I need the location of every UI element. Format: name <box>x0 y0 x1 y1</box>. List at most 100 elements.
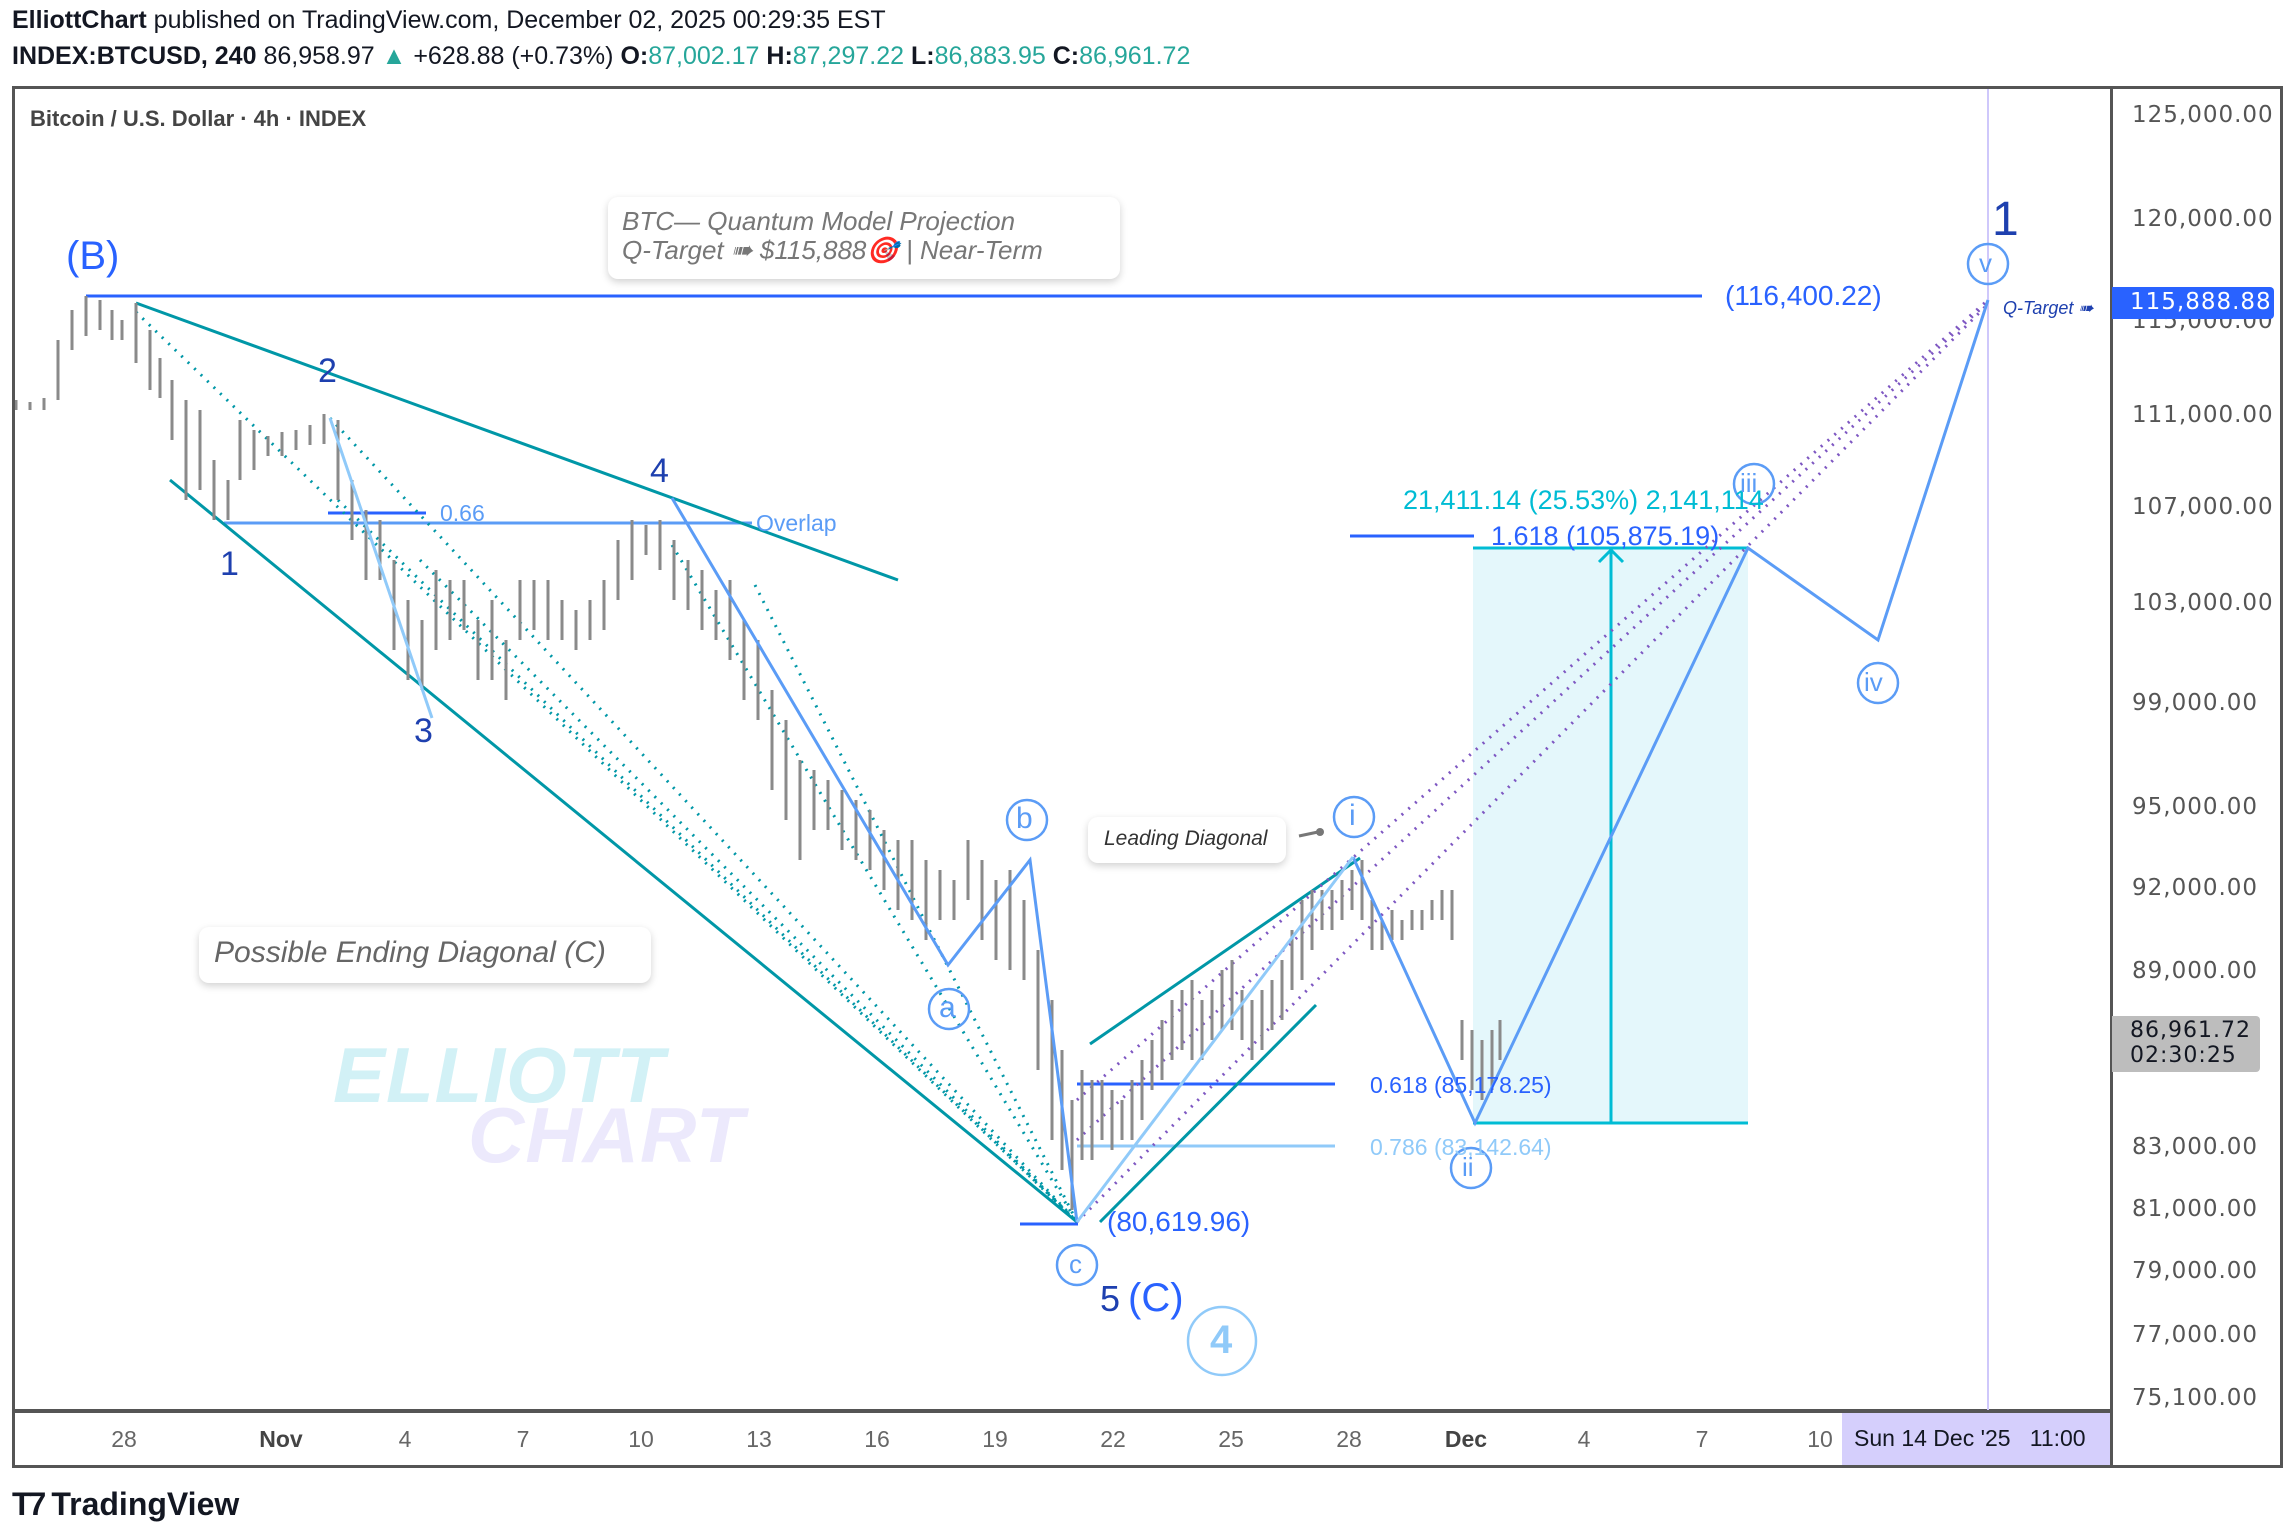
price-label: 81,000.00 <box>2132 1196 2259 1222</box>
author-name[interactable]: ElliottChart <box>12 6 147 34</box>
level-low-label: (80,619.96) <box>1107 1206 1251 1237</box>
price-label: 92,000.00 <box>2132 875 2259 901</box>
leading-diagonal-note[interactable]: Leading Diagonal <box>1088 817 1286 863</box>
price-label: 77,000.00 <box>2132 1322 2259 1348</box>
time-label: 13 <box>746 1426 772 1452</box>
time-label: 16 <box>864 1426 890 1452</box>
fib-0618-label: 0.618 (85,178.25) <box>1370 1072 1552 1098</box>
wave-label-c: c <box>1069 1249 1082 1279</box>
fib-066-label: 0.66 <box>440 500 485 526</box>
time-label: 22 <box>1100 1426 1126 1452</box>
wave-circle-ii <box>1449 1146 1493 1190</box>
wave-label-i: i <box>1349 799 1356 832</box>
price-label: 75,100.00 <box>2132 1385 2259 1411</box>
symbol-info-bar: INDEX:BTCUSD, 240 86,958.97 ▲ +628.88 (+… <box>12 42 1190 71</box>
wave-label-big-1: 1 <box>1992 193 2019 246</box>
wave-circle-b <box>1005 798 1049 842</box>
high-label: H: <box>766 42 793 70</box>
low-value: 86,883.95 <box>934 42 1046 70</box>
crosshair-date-tag: Sun 14 Dec '25 11:00 <box>1842 1413 2110 1465</box>
time-axis[interactable] <box>12 1410 2112 1468</box>
price-label: 95,000.00 <box>2132 794 2259 820</box>
crosshair-date: Sun 14 Dec '25 <box>1854 1425 2011 1451</box>
wave-label-1: 1 <box>220 545 239 583</box>
price-label: 89,000.00 <box>2132 958 2259 984</box>
last-price: 86,958.97 <box>263 42 375 70</box>
quantum-line-2: Q-Target ➠ $115,888🎯 | Near-Term <box>622 235 1043 265</box>
time-label: 7 <box>516 1426 530 1452</box>
price-label: 99,000.00 <box>2132 690 2259 716</box>
wave-circle-i <box>1332 795 1376 839</box>
wave-label-2: 2 <box>318 352 337 390</box>
time-label: 28 <box>1336 1426 1362 1452</box>
time-label: Nov <box>259 1426 303 1452</box>
watermark-chart: CHART <box>468 1091 745 1179</box>
wave-label-a: a <box>939 991 956 1024</box>
wave-label-3: 3 <box>414 712 433 750</box>
crosshair-time: 11:00 <box>2029 1425 2086 1451</box>
current-price: 86,961.72 <box>2130 1018 2251 1043</box>
wave-circle-a <box>927 987 971 1031</box>
wave-label-C: (C) <box>1128 1276 1184 1320</box>
time-label: 7 <box>1695 1426 1709 1452</box>
overlap-label: Overlap <box>756 510 837 536</box>
quantum-projection-note[interactable]: BTC— Quantum Model Projection Q-Target ➠… <box>608 197 1120 279</box>
up-triangle-icon: ▲ <box>381 42 407 70</box>
close-value: 86,961.72 <box>1079 42 1191 70</box>
wave-circle-c <box>1055 1243 1099 1287</box>
wave-label-v: v <box>1979 248 1992 278</box>
wave-label-5: 5 <box>1100 1278 1121 1319</box>
wave-label-iv: iv <box>1864 667 1883 697</box>
chart-title: Bitcoin / U.S. Dollar · 4h · INDEX <box>30 106 367 131</box>
wave-label-b: b <box>1016 802 1033 835</box>
tradingview-logo[interactable]: T7 TradingView <box>12 1484 239 1524</box>
price-label: 111,000.00 <box>2132 402 2274 428</box>
q-target-price-tag: 115,888.88 <box>2112 287 2274 319</box>
ending-diagonal-note[interactable]: Possible Ending Diagonal (C) <box>199 927 651 983</box>
price-label: 107,000.00 <box>2132 494 2274 520</box>
quantum-line-1: BTC— Quantum Model Projection <box>622 206 1016 236</box>
symbol[interactable]: INDEX:BTCUSD, 240 <box>12 42 257 70</box>
open-label: O: <box>620 42 649 70</box>
wave-label-4: 4 <box>650 452 669 490</box>
time-label: 10 <box>628 1426 654 1452</box>
price-label: 103,000.00 <box>2132 590 2274 616</box>
time-label: 10 <box>1807 1426 1833 1452</box>
price-label: 83,000.00 <box>2132 1134 2259 1160</box>
bar-countdown: 02:30:25 <box>2130 1043 2237 1068</box>
time-label: 4 <box>1577 1426 1591 1452</box>
wave-label-circle-4: 4 <box>1210 1318 1233 1362</box>
wave-label-B: (B) <box>66 234 120 278</box>
wave-circle-4 <box>1186 1305 1258 1377</box>
tradingview-logo-text: TradingView <box>51 1485 240 1522</box>
current-price-tag: 86,961.72 02:30:25 <box>2112 1016 2260 1072</box>
publish-header: ElliottChart published on TradingView.co… <box>12 6 886 35</box>
level-high-label: (116,400.22) <box>1725 280 1882 311</box>
wave-label-ii: ii <box>1462 1152 1474 1182</box>
time-label: 19 <box>982 1426 1008 1452</box>
open-value: 87,002.17 <box>648 42 760 70</box>
price-label: 120,000.00 <box>2132 206 2274 232</box>
time-label: 28 <box>111 1426 137 1452</box>
fib-0786-label: 0.786 (83,142.64) <box>1370 1134 1552 1160</box>
q-target-label: Q-Target ➠ <box>2003 298 2094 318</box>
wave-circle-iv <box>1856 661 1900 705</box>
price-label: 125,000.00 <box>2132 102 2274 128</box>
high-value: 87,297.22 <box>792 42 904 70</box>
price-label: 79,000.00 <box>2132 1258 2259 1284</box>
watermark-elliott: ELLIOTT <box>333 1031 665 1119</box>
tradingview-logo-icon: T7 <box>12 1485 46 1522</box>
close-label: C: <box>1052 42 1080 70</box>
time-label: 4 <box>398 1426 412 1452</box>
time-label: 25 <box>1218 1426 1244 1452</box>
wave-circle-iii <box>1732 462 1776 506</box>
time-label: Dec <box>1444 1426 1488 1452</box>
low-label: L: <box>910 42 935 70</box>
price-axis[interactable] <box>2110 86 2283 1468</box>
wave-label-iii: iii <box>1740 468 1758 498</box>
publish-info: published on TradingView.com, December 0… <box>153 6 886 34</box>
fib-1618-label: 1.618 (105,875.19) <box>1491 521 1720 551</box>
price-bars <box>15 296 1502 1210</box>
projection-stats-label: 21,411.14 (25.53%) 2,141,114 <box>1403 485 1764 515</box>
